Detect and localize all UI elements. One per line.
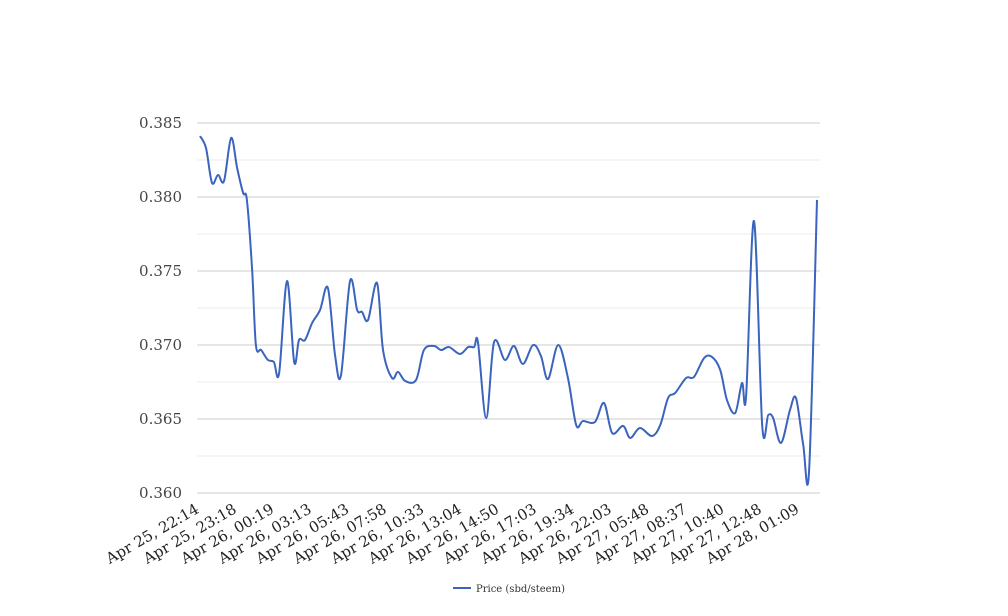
y-tick-label: 0.360: [139, 484, 182, 502]
series-line-price: [199, 135, 818, 486]
series-group: [199, 135, 818, 486]
y-tick-label: 0.370: [139, 336, 182, 354]
y-tick-label: 0.385: [139, 114, 182, 132]
y-axis: 0.360 0.365 0.370 0.375 0.380 0.385: [139, 114, 182, 502]
legend-label-price: Price (sbd/steem): [476, 584, 565, 595]
y-tick-label: 0.380: [139, 188, 182, 206]
y-tick-label: 0.365: [139, 410, 182, 428]
gridlines: [197, 122, 820, 494]
y-tick-label: 0.375: [139, 262, 182, 280]
legend[interactable]: Price (sbd/steem): [453, 584, 565, 595]
